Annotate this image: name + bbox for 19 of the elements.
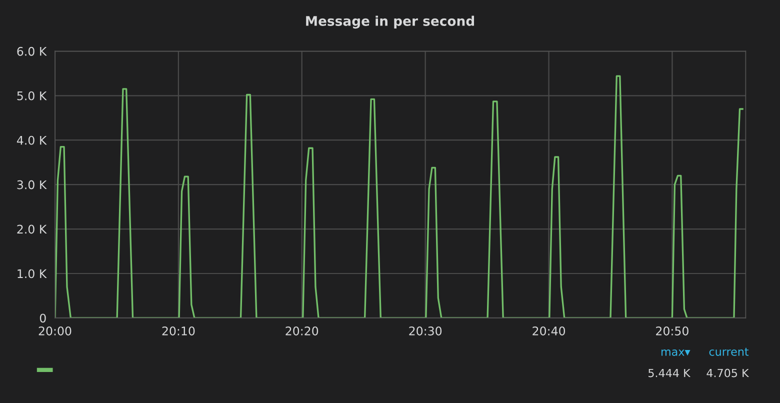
x-tick-label: 20:20: [286, 326, 318, 336]
x-tick-label: 20:40: [532, 326, 566, 336]
y-tick-label: 4.0 K: [16, 136, 47, 145]
y-tick-label: 2.0 K: [17, 224, 47, 234]
x-tick-label: 20:50: [656, 326, 688, 336]
text: 5.444 K: [648, 368, 691, 378]
x-tick-label: 20:10: [162, 326, 195, 336]
x-tick-label: 20:00: [38, 326, 72, 336]
text: current: [709, 348, 749, 356]
y-tick-label: 3.0 K: [17, 180, 47, 190]
line-series: [54, 75, 744, 318]
text: max▾: [662, 349, 690, 356]
y-tick-label: 0: [40, 314, 46, 323]
x-tick-label: 20:30: [409, 326, 442, 336]
y-tick-label: 6.0 K: [17, 46, 47, 56]
chart-title: Message in per second: [306, 16, 474, 29]
y-tick-label: 1.0 K: [18, 269, 47, 278]
text: 4.705 K: [706, 368, 750, 378]
y-tick-label: 5.0 K: [17, 91, 47, 100]
